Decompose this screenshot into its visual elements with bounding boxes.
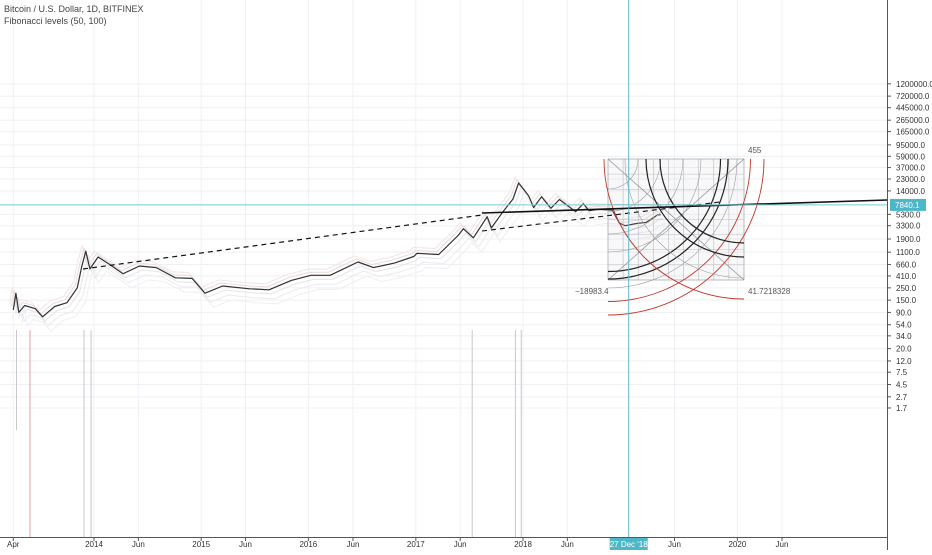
y-tick-label: 34.0	[896, 332, 912, 341]
grid	[0, 0, 887, 537]
dashed-trend-line	[82, 214, 483, 270]
price-axis-bg	[887, 0, 932, 550]
price-badge-label: 7840.1	[895, 201, 920, 210]
x-tick-label: 2017	[407, 540, 425, 549]
x-tick-label: Apr	[7, 540, 20, 549]
y-tick-label: 95000.0	[896, 141, 925, 150]
x-tick-label: 2018	[514, 540, 532, 549]
x-tick-label: 2016	[299, 540, 317, 549]
y-tick-label: 7.5	[896, 368, 908, 377]
x-tick-label: Jun	[454, 540, 467, 549]
y-tick-label: 3300.0	[896, 222, 921, 231]
price-badge	[890, 198, 926, 211]
y-tick-label: 410.0	[896, 272, 917, 281]
ribbon-line	[21, 195, 670, 332]
y-tick-label: 90.0	[896, 308, 912, 317]
y-tick-label: 23000.0	[896, 175, 925, 184]
fib-label-bottom-left: −18983.4	[575, 287, 609, 296]
ribbon-line	[9, 175, 658, 312]
date-badge	[609, 538, 648, 550]
indicator-label: Fibonacci levels (50, 100)	[4, 16, 107, 26]
fib-arc	[607, 158, 661, 212]
fib-arc	[607, 158, 729, 280]
y-tick-label: 250.0	[896, 284, 917, 293]
y-tick-label: 2.7	[896, 393, 908, 402]
y-tick-label: 720000.0	[896, 92, 930, 101]
y-tick-label: 265000.0	[896, 116, 930, 125]
x-tick-label: Jun	[347, 540, 360, 549]
y-tick-label: 14000.0	[896, 187, 925, 196]
x-tick-label: 2014	[85, 540, 103, 549]
fib-arc	[607, 158, 738, 289]
price-series	[12, 182, 661, 318]
fib-label-bottom-right: 41.7218328	[748, 287, 791, 296]
y-tick-label: 1100.0	[896, 248, 920, 257]
y-tick-label: 165000.0	[896, 128, 930, 137]
fib-arc	[659, 158, 745, 244]
fib-arc	[607, 158, 702, 253]
x-tick-label: 2020	[728, 540, 746, 549]
chart-title: Bitcoin / U.S. Dollar, 1D, BITFINEX	[4, 4, 144, 14]
fib-label-top: 455	[748, 146, 762, 155]
x-tick-label: 2015	[192, 540, 210, 549]
x-tick-label: Jun	[132, 540, 145, 549]
y-tick-label: 1900.0	[896, 235, 921, 244]
y-tick-label: 660.0	[896, 260, 917, 269]
moving-average-ribbon	[9, 175, 670, 540]
trend-line	[481, 199, 888, 214]
date-badge-label: 27 Dec '18	[610, 540, 649, 549]
chart-legend: Bitcoin / U.S. Dollar, 1D, BITFINEX Fibo…	[4, 3, 144, 27]
trend-lines	[0, 0, 888, 537]
fib-arc	[624, 158, 745, 279]
x-tick-label: Jun	[776, 540, 789, 549]
fib-diagonal	[607, 158, 745, 281]
price-line	[12, 182, 661, 318]
y-tick-label: 54.0	[896, 321, 912, 330]
ribbon-line	[18, 190, 667, 327]
time-axis-bg	[0, 537, 887, 550]
y-tick-label: 150.0	[896, 296, 917, 305]
fib-arc	[607, 158, 751, 302]
y-tick-label: 5300.0	[896, 210, 921, 219]
y-tick-label: 4.5	[896, 381, 908, 390]
fib-arc	[603, 158, 745, 300]
x-tick-label: Jun	[561, 540, 574, 549]
x-tick-label: Jun	[668, 540, 681, 549]
fib-arc	[607, 158, 765, 316]
x-tick-label: Jun	[239, 540, 252, 549]
y-tick-label: 37000.0	[896, 164, 925, 173]
fib-arc	[645, 158, 745, 258]
ribbon-line	[10, 178, 659, 315]
y-tick-label: 1.7	[896, 404, 908, 413]
y-tick-label: 1200000.0	[896, 80, 932, 89]
y-tick-label: 445000.0	[896, 104, 930, 113]
y-tick-label: 20.0	[896, 345, 912, 354]
fibonacci-tool: 455 −18983.4 41.7218328	[575, 146, 791, 316]
y-tick-label: 59000.0	[896, 152, 925, 161]
y-tick-label: 12.0	[896, 357, 912, 366]
ribbon-line	[15, 185, 664, 322]
